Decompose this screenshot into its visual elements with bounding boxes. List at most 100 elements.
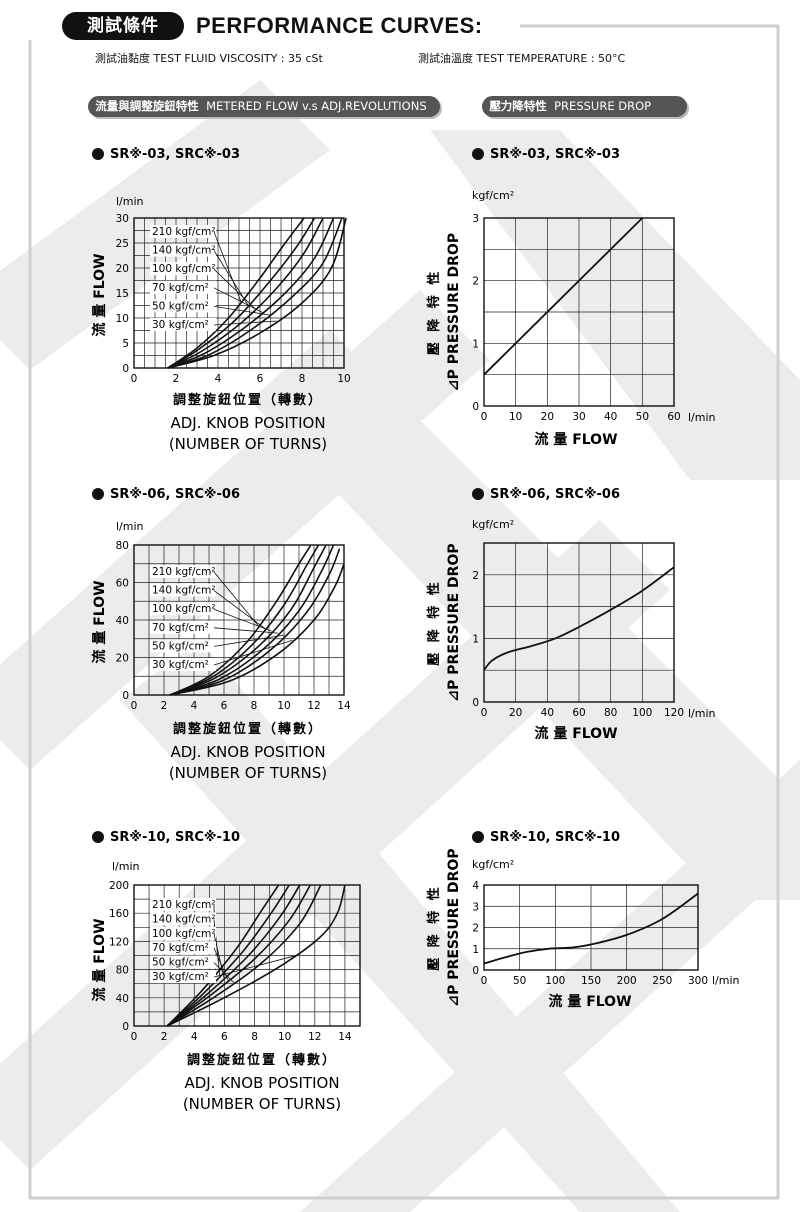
y-axis-label: 流 量 FLOW xyxy=(91,580,108,663)
x-tick-label: 100 xyxy=(632,707,652,719)
plot-frame xyxy=(133,217,345,369)
y-unit-label: l/min xyxy=(116,195,144,208)
x-tick-label: 0 xyxy=(481,707,488,719)
series-leader xyxy=(213,231,242,303)
series-label-bg xyxy=(150,225,216,238)
y-axis-label-cn: 壓 降 特 性 xyxy=(426,579,442,666)
x-axis-label: 流 量 FLOW xyxy=(534,431,617,448)
x-tick-label: 0 xyxy=(131,373,138,385)
x-tick-label: 0 xyxy=(481,975,488,987)
x-tick-label: 4 xyxy=(191,700,198,712)
y-tick-label: 5 xyxy=(122,338,129,350)
y-unit-label: kgf/cm² xyxy=(472,518,514,531)
chart-title: SR※-10, SRC※-10 xyxy=(490,830,620,845)
series-label: 210 kgf/cm² xyxy=(152,566,216,578)
series-leader xyxy=(213,306,270,316)
y-tick-label: 2 xyxy=(472,923,479,935)
x-tick-label: 0 xyxy=(481,411,488,423)
x-axis-label-en: ADJ. KNOB POSITION xyxy=(184,1074,339,1092)
series-leader xyxy=(213,590,266,629)
x-tick-label: 100 xyxy=(545,975,565,987)
x-axis-label-en-2: (NUMBER OF TURNS) xyxy=(169,764,327,782)
y-axis-label: 流 量 FLOW xyxy=(91,918,108,1001)
y-tick-label: 3 xyxy=(472,213,479,225)
series-label-bg xyxy=(150,280,216,294)
y-tick-label: 0 xyxy=(472,965,479,977)
chart-title: SR※-06, SRC※-06 xyxy=(490,487,620,502)
x-tick-label: 200 xyxy=(617,975,637,987)
y-unit-label: kgf/cm² xyxy=(472,189,514,202)
curve-series-6 xyxy=(169,563,345,696)
chart-3: SR※-06, SRC※-06 0 2 4 6 8 10 12 14 0 20 40 60 80 l/min… xyxy=(91,487,351,782)
test-temperature: 測試油溫度 TEST TEMPERATURE : 50°C xyxy=(418,52,626,65)
series-label-bg xyxy=(150,941,216,955)
y-axis-label-cn: 壓 降 特 性 xyxy=(426,884,442,971)
x-tick-label: 250 xyxy=(652,975,672,987)
plot-frame xyxy=(483,217,675,407)
chart-1: SR※-03, SRC※-03 0 2 4 6 8 10 0 5 10 15 20 25 30 l/min 流… xyxy=(91,147,351,453)
series-label-bg xyxy=(150,602,216,616)
x-axis-label-en-2: (NUMBER OF TURNS) xyxy=(183,1095,341,1113)
chart-bullet xyxy=(472,488,484,500)
x-unit-label: l/min xyxy=(688,707,716,720)
pressure-drop-curve xyxy=(483,892,699,965)
y-tick-label: 80 xyxy=(116,965,129,977)
chart-bullet xyxy=(92,148,104,160)
x-tick-label: 14 xyxy=(338,1031,352,1043)
x-tick-label: 30 xyxy=(572,411,585,423)
y-tick-label: 15 xyxy=(116,288,129,300)
series-label: 140 kgf/cm² xyxy=(152,585,216,597)
series-label-bg xyxy=(150,583,216,597)
series-label: 70 kgf/cm² xyxy=(152,942,209,954)
x-tick-label: 2 xyxy=(161,700,168,712)
curve-series-5 xyxy=(166,884,322,1027)
y-tick-label: 1 xyxy=(472,944,479,956)
x-tick-label: 60 xyxy=(572,707,585,719)
y-tick-label: 1 xyxy=(472,633,479,645)
y-tick-label: 0 xyxy=(472,401,479,413)
series-label-bg xyxy=(150,970,216,983)
series-label: 70 kgf/cm² xyxy=(152,282,209,294)
series-leader xyxy=(213,634,285,647)
series-label-bg xyxy=(150,639,216,653)
plot-frame xyxy=(483,542,675,703)
chart-title: SR※-03, SRC※-03 xyxy=(490,147,620,162)
x-tick-label: 8 xyxy=(299,373,306,385)
series-label-bg xyxy=(150,262,216,276)
x-tick-label: 6 xyxy=(221,700,228,712)
y-tick-label: 20 xyxy=(116,653,129,665)
curve-series-5 xyxy=(167,217,343,369)
y-axis-label-en: ⊿P PRESSURE DROP xyxy=(446,233,462,391)
x-tick-label: 8 xyxy=(251,700,258,712)
series-label-bg xyxy=(150,898,216,911)
chart-bullet xyxy=(472,148,484,160)
y-tick-label: 80 xyxy=(116,540,129,552)
x-tick-label: 12 xyxy=(307,700,320,712)
curve-series-4 xyxy=(169,544,335,696)
y-axis-label-cn: 壓 降 特 性 xyxy=(426,269,442,356)
x-tick-label: 14 xyxy=(337,700,351,712)
x-tick-label: 150 xyxy=(581,975,601,987)
series-leader xyxy=(213,571,259,627)
series-label-bg xyxy=(150,620,216,634)
series-label-bg xyxy=(150,299,216,313)
pressure-drop-curve xyxy=(483,217,643,376)
series-label: 140 kgf/cm² xyxy=(152,245,216,257)
y-tick-label: 40 xyxy=(116,993,129,1005)
y-tick-label: 10 xyxy=(116,313,129,325)
chart-2: SR※-03, SRC※-03 0 10 20 30 40 50 60 0 1 2 3 kgf/cm² l… xyxy=(426,147,716,448)
x-tick-label: 300 xyxy=(688,975,708,987)
series-label-bg xyxy=(150,955,216,969)
series-label: 70 kgf/cm² xyxy=(152,622,209,634)
chart-bullet xyxy=(92,831,104,843)
curve-series-1 xyxy=(166,884,280,1027)
series-leader xyxy=(213,320,277,326)
x-tick-label: 80 xyxy=(604,707,617,719)
series-label: 100 kgf/cm² xyxy=(152,263,216,275)
x-tick-label: 40 xyxy=(541,707,554,719)
series-label-bg xyxy=(150,243,216,257)
series-leader xyxy=(213,268,256,310)
curve-series-3 xyxy=(167,217,324,369)
y-tick-label: 40 xyxy=(116,615,129,627)
y-tick-label: 0 xyxy=(122,690,129,702)
